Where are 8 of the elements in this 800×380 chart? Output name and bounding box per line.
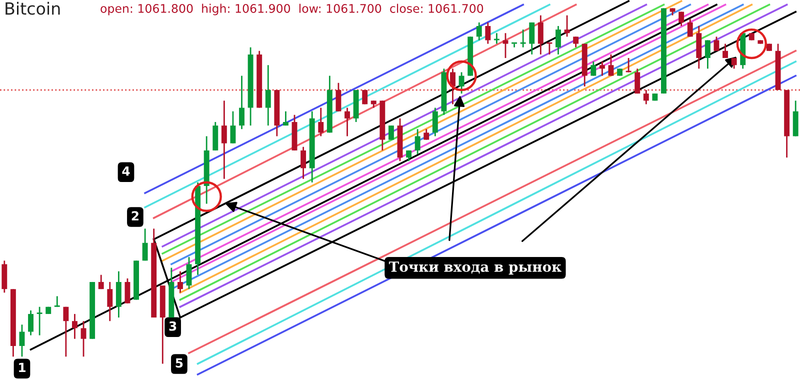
annotation: 1	[19, 362, 26, 372]
annotation: 3	[169, 321, 176, 331]
annotation: 4	[122, 166, 130, 176]
annotation: 5	[176, 358, 183, 368]
annotation: 2	[132, 211, 138, 220]
annotation: Точки входа в рынок	[388, 262, 562, 275]
chart-subtitle: open: 1061.800 high: 1061.900 low: 1061.700 close: 1061.700	[100, 4, 484, 16]
chart-title: Bitcoin	[6, 2, 60, 15]
